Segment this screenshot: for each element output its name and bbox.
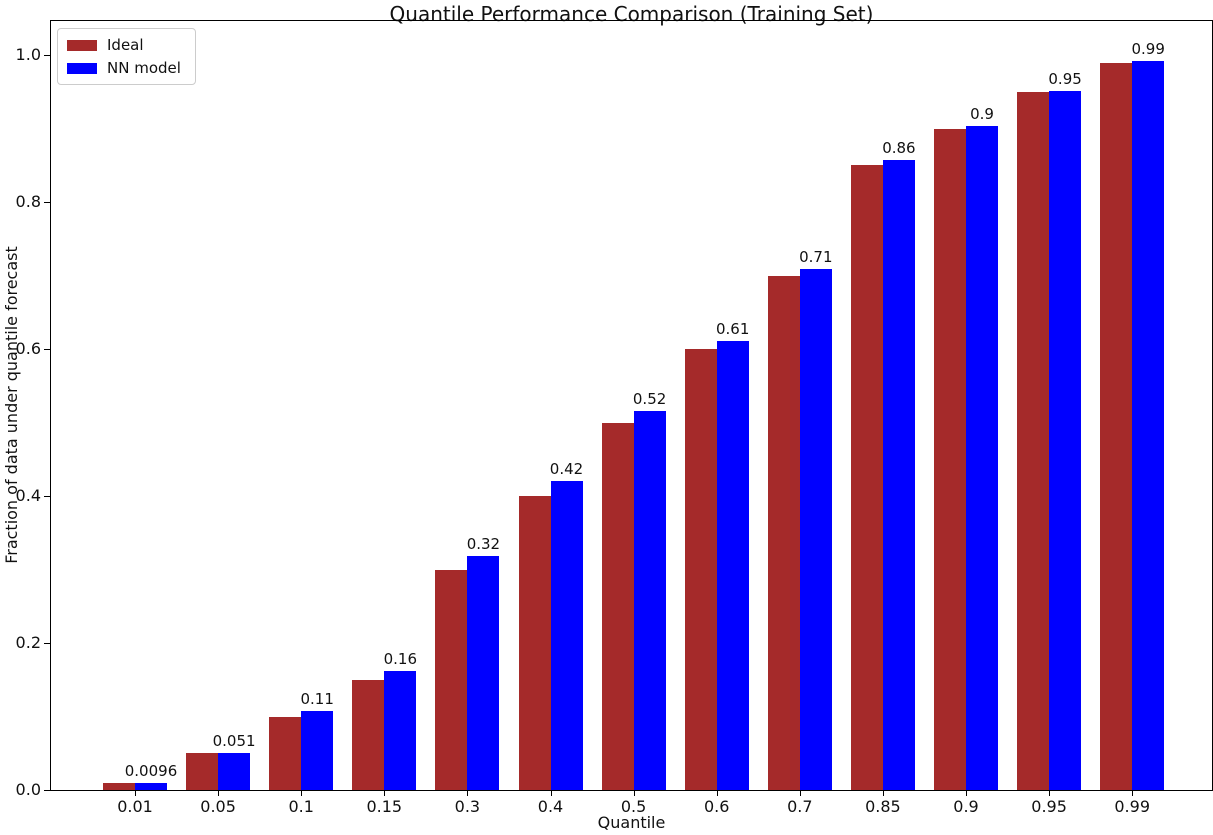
- x-tick-label: 0.05: [200, 797, 236, 816]
- legend-swatch-nn-model: [67, 62, 97, 74]
- x-tick-mark: [301, 790, 303, 796]
- ideal-bar: [1100, 62, 1133, 790]
- x-tick-label: 0.01: [117, 797, 153, 816]
- legend-item: NN model: [67, 59, 181, 77]
- bar-value-label: 0.71: [799, 248, 833, 267]
- ideal-bar: [767, 275, 800, 790]
- x-tick-label: 0.9: [953, 797, 979, 816]
- x-tick-label: 0.4: [537, 797, 564, 816]
- x-tick-mark: [218, 790, 220, 796]
- y-tick-mark: [44, 790, 50, 791]
- nn-model-bar: [966, 125, 998, 790]
- x-tick-mark: [882, 790, 884, 796]
- y-tick-label: 0.6: [15, 339, 41, 359]
- legend-swatch-ideal: [67, 39, 97, 51]
- x-tick-mark: [384, 790, 386, 796]
- ideal-bar: [186, 753, 219, 790]
- nn-model-bar: [1132, 61, 1165, 790]
- x-tick-mark: [633, 790, 635, 796]
- bar-value-label: 0.99: [1131, 40, 1165, 59]
- bar-value-label: 0.86: [882, 138, 916, 157]
- x-tick-label: 0.15: [366, 797, 403, 816]
- nn-model-bar: [467, 556, 500, 790]
- bar-value-label: 0.95: [1048, 69, 1082, 88]
- legend-label: NN model: [107, 59, 181, 77]
- ideal-bar: [1017, 92, 1050, 790]
- x-tick-mark: [550, 790, 552, 796]
- bar-value-label: 0.61: [715, 320, 750, 339]
- x-tick-label: 0.99: [1114, 797, 1150, 816]
- nn-model-bar: [384, 670, 417, 790]
- x-tick-mark: [1132, 790, 1134, 796]
- ideal-bar: [518, 496, 551, 790]
- y-tick-mark: [44, 55, 50, 57]
- y-tick-label: 0.0: [15, 780, 41, 799]
- y-tick-label: 0.4: [15, 486, 41, 506]
- nn-model-bar: [135, 782, 167, 790]
- nn-model-bar: [633, 410, 666, 790]
- x-tick-mark: [966, 790, 967, 796]
- nn-model-bar: [301, 710, 334, 790]
- bar-value-label: 0.16: [383, 649, 417, 668]
- x-tick-label: 0.5: [620, 797, 647, 816]
- nn-model-bar: [716, 341, 749, 790]
- ideal-bar: [684, 349, 717, 790]
- x-axis-label: Quantile: [597, 813, 666, 832]
- nn-model-bar: [799, 269, 832, 790]
- bar-value-label: 0.52: [632, 389, 667, 408]
- bar-value-label: 0.9: [970, 104, 994, 123]
- x-tick-mark: [716, 790, 718, 796]
- bar-value-label: 0.11: [300, 689, 334, 708]
- y-tick-mark: [44, 643, 50, 645]
- ideal-bar: [601, 422, 634, 790]
- ideal-bar: [850, 165, 883, 790]
- x-tick-label: 0.85: [865, 797, 901, 816]
- nn-model-bar: [218, 752, 251, 790]
- chart-title: Quantile Performance Comparison (Trainin…: [389, 2, 874, 26]
- bar-value-label: 0.32: [466, 535, 501, 554]
- x-tick-label: 0.7: [787, 797, 813, 816]
- x-tick-label: 0.95: [1031, 797, 1067, 816]
- y-tick-mark: [44, 496, 50, 498]
- x-tick-mark: [1049, 790, 1051, 796]
- y-tick-label: 1.0: [15, 45, 41, 65]
- bar-value-label: 0.42: [549, 459, 584, 478]
- y-tick-mark: [44, 202, 50, 204]
- x-tick-label: 0.6: [703, 797, 730, 816]
- legend-label: Ideal: [107, 36, 144, 54]
- y-tick-label: 0.8: [15, 192, 41, 212]
- legend-item: Ideal: [67, 36, 181, 54]
- nn-model-bar: [882, 159, 915, 790]
- bar-value-label: 0.0096: [124, 761, 178, 780]
- ideal-bar: [103, 782, 135, 790]
- nn-model-bar: [1049, 90, 1082, 790]
- ideal-bar: [934, 128, 966, 790]
- x-tick-mark: [135, 790, 136, 796]
- y-axis-label: Fraction of data under quantile forecast: [2, 246, 21, 564]
- x-tick-mark: [799, 790, 801, 796]
- x-tick-label: 0.1: [288, 797, 314, 816]
- x-tick-label: 0.3: [454, 797, 481, 816]
- ideal-bar: [435, 569, 468, 790]
- y-tick-mark: [44, 349, 50, 351]
- x-tick-mark: [467, 790, 469, 796]
- legend: Ideal NN model: [57, 28, 196, 85]
- ideal-bar: [269, 716, 302, 790]
- nn-model-bar: [550, 480, 583, 790]
- bar-value-label: 0.051: [212, 731, 256, 750]
- ideal-bar: [352, 679, 385, 790]
- y-tick-label: 0.2: [15, 633, 41, 653]
